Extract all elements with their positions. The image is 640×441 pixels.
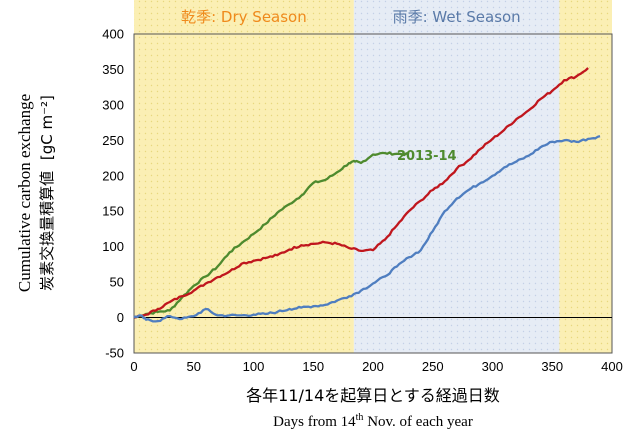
season-label-0: 乾季: Dry Season bbox=[181, 8, 307, 26]
y-tick-250: 250 bbox=[102, 133, 124, 148]
x-axis-label-en-suffix: Nov. of each year bbox=[363, 414, 472, 430]
x-axis-label-jp: 各年11/14を起算日とする経過日数 bbox=[246, 386, 500, 405]
y-tick-labels: -50 0 50 100 150 200 250 300 350 400 bbox=[102, 27, 124, 361]
season-label-1: 雨季: Wet Season bbox=[393, 8, 521, 26]
y-axis-label-jp-group: 炭素交換量積算値 [gC m⁻²] bbox=[38, 95, 56, 291]
y-axis-label-jp: 炭素交換量積算値 bbox=[38, 171, 56, 291]
y-tick-200: 200 bbox=[102, 168, 124, 183]
season-band-2 bbox=[559, 0, 612, 353]
x-axis-label-en: Days from 14th Nov. of each year bbox=[273, 412, 473, 430]
y-tick-0: 0 bbox=[117, 310, 124, 325]
series-lines bbox=[133, 67, 601, 323]
y-tick--50: -50 bbox=[105, 346, 124, 361]
y-tick-400: 400 bbox=[102, 27, 124, 42]
svg-text:炭素交換量積算値 [gC m⁻²]: 炭素交換量積算値 [gC m⁻²] bbox=[38, 95, 56, 291]
series-line-2023-24 bbox=[133, 67, 589, 319]
x-tick-0: 0 bbox=[130, 359, 137, 374]
x-tick-300: 300 bbox=[482, 359, 504, 374]
y-tick-50: 50 bbox=[110, 275, 124, 290]
x-tick-100: 100 bbox=[243, 359, 265, 374]
x-axis-label-en-sup: th bbox=[356, 412, 364, 423]
x-tick-250: 250 bbox=[422, 359, 444, 374]
x-tick-200: 200 bbox=[362, 359, 384, 374]
y-tick-300: 300 bbox=[102, 97, 124, 112]
y-tick-350: 350 bbox=[102, 62, 124, 77]
y-tick-100: 100 bbox=[102, 239, 124, 254]
series-line-2011-12 bbox=[133, 134, 601, 323]
y-tick-150: 150 bbox=[102, 204, 124, 219]
x-tick-150: 150 bbox=[302, 359, 324, 374]
plot-frame bbox=[133, 33, 613, 354]
season-bands bbox=[134, 0, 612, 353]
y-axis-label-en: Cumulative carbon exchange bbox=[15, 94, 34, 292]
x-tick-350: 350 bbox=[541, 359, 563, 374]
season-labels: 乾季: Dry Season 雨季: Wet Season bbox=[181, 8, 521, 26]
x-tick-50: 50 bbox=[187, 359, 201, 374]
x-axis-label-en-prefix: Days from 14 bbox=[273, 414, 356, 430]
series-line-2013-14 bbox=[133, 151, 410, 319]
x-tick-labels: 0 50 100 150 200 250 300 350 400 bbox=[130, 359, 622, 374]
series-labels: 2013-142023-242011-12 bbox=[397, 149, 457, 164]
season-band-1 bbox=[353, 0, 560, 353]
season-band-0 bbox=[134, 0, 354, 353]
series-label-2013-14: 2013-14 bbox=[397, 149, 457, 164]
y-axis-unit: [gC m⁻²] bbox=[38, 95, 56, 160]
x-tick-400: 400 bbox=[601, 359, 623, 374]
